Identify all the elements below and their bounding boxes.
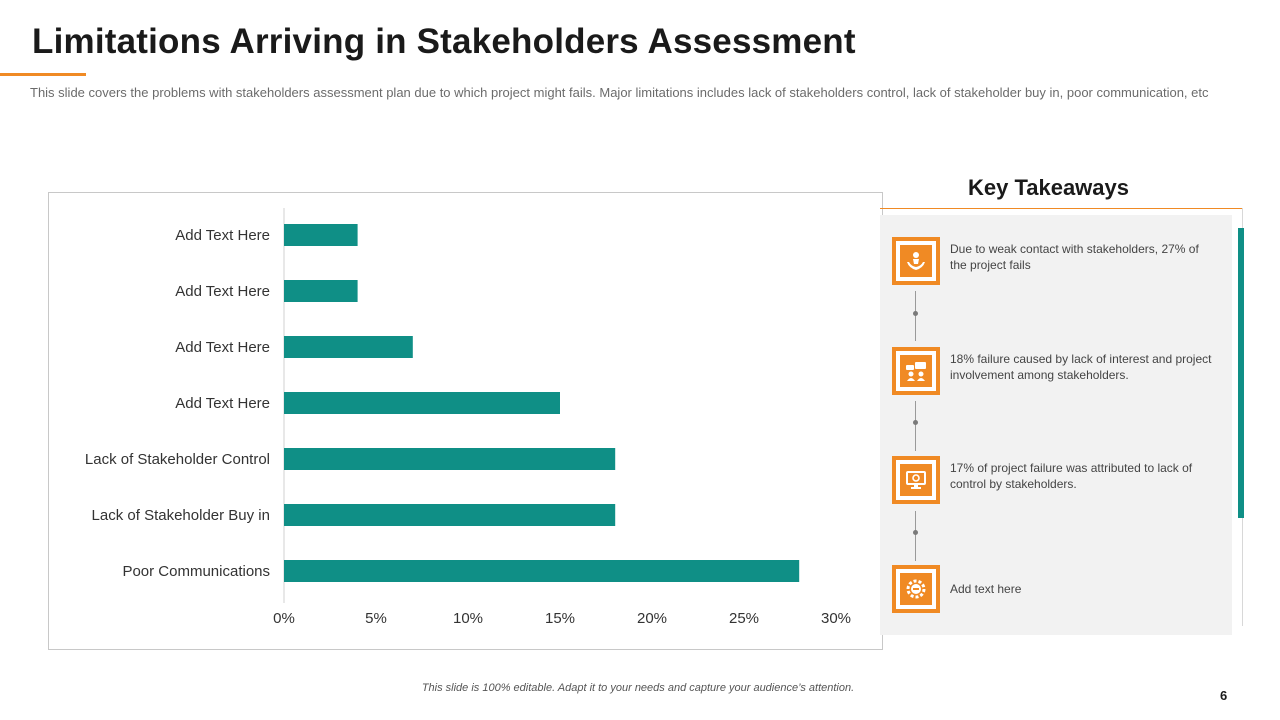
category-label: Add Text Here: [175, 339, 270, 356]
key-takeaways-heading: Key Takeaways: [967, 175, 1130, 200]
takeaway-connector: [915, 291, 916, 341]
takeaway-item: Add text here: [892, 565, 1222, 615]
takeaway-item: 17% of project failure was attributed to…: [892, 456, 1222, 506]
title-underline: [0, 73, 86, 76]
x-tick-label: 30%: [821, 610, 851, 627]
takeaway-connector: [915, 511, 916, 561]
bar: [284, 392, 560, 414]
bar: [284, 504, 616, 526]
category-label: Lack of Stakeholder Control: [85, 451, 270, 468]
category-label: Add Text Here: [175, 227, 270, 244]
takeaway-connector-dot: [913, 311, 918, 316]
people-chat-icon: [900, 355, 932, 387]
x-tick-label: 0%: [273, 610, 295, 627]
bar: [284, 280, 358, 302]
takeaway-item: 18% failure caused by lack of interest a…: [892, 347, 1222, 397]
x-tick-label: 15%: [545, 610, 575, 627]
page-number: 6: [1220, 688, 1228, 703]
key-takeaways-top-line: [880, 208, 1242, 209]
category-label: Poor Communications: [122, 563, 270, 580]
takeaway-icon-frame: [892, 565, 940, 613]
takeaway-text: Add text here: [950, 582, 1022, 596]
key-takeaways-accent-bar: [1238, 228, 1244, 518]
x-tick-label: 20%: [637, 610, 667, 627]
category-label: Lack of Stakeholder Buy in: [92, 507, 270, 524]
bar: [284, 336, 413, 358]
slide-footer-note: This slide is 100% editable. Adapt it to…: [421, 682, 855, 694]
x-tick-label: 10%: [453, 610, 483, 627]
bar: [284, 560, 800, 582]
takeaway-icon-frame: [892, 347, 940, 395]
x-tick-label: 25%: [729, 610, 759, 627]
hands-holding-person-icon: [900, 245, 932, 277]
takeaway-text: Due to weak contact with stakeholders, 2…: [950, 242, 1199, 272]
bar: [284, 448, 616, 470]
x-tick-label: 5%: [365, 610, 387, 627]
takeaway-connector-dot: [913, 420, 918, 425]
takeaway-text: 17% of project failure was attributed to…: [950, 461, 1193, 491]
bar-chart: Add Text Here Add Text Here Add Text Here A…: [85, 208, 851, 627]
slide-subtitle: This slide covers the problems with stak…: [30, 85, 1209, 100]
bar: [284, 224, 358, 246]
gear-text-icon: [900, 573, 932, 605]
takeaway-item: Due to weak contact with stakeholders, 2…: [892, 237, 1222, 287]
category-label: Add Text Here: [175, 283, 270, 300]
key-takeaways-panel: Due to weak contact with stakeholders, 2…: [880, 215, 1232, 635]
takeaway-connector-dot: [913, 530, 918, 535]
category-label: Add Text Here: [175, 395, 270, 412]
monitor-settings-icon: [900, 464, 932, 496]
takeaway-text: 18% failure caused by lack of interest a…: [950, 352, 1212, 382]
bar-chart-panel: Add Text Here Add Text Here Add Text Here A…: [48, 192, 883, 650]
takeaway-connector: [915, 401, 916, 451]
takeaway-icon-frame: [892, 237, 940, 285]
takeaway-icon-frame: [892, 456, 940, 504]
slide-title: Limitations Arriving in Stakeholders Ass…: [32, 22, 856, 61]
